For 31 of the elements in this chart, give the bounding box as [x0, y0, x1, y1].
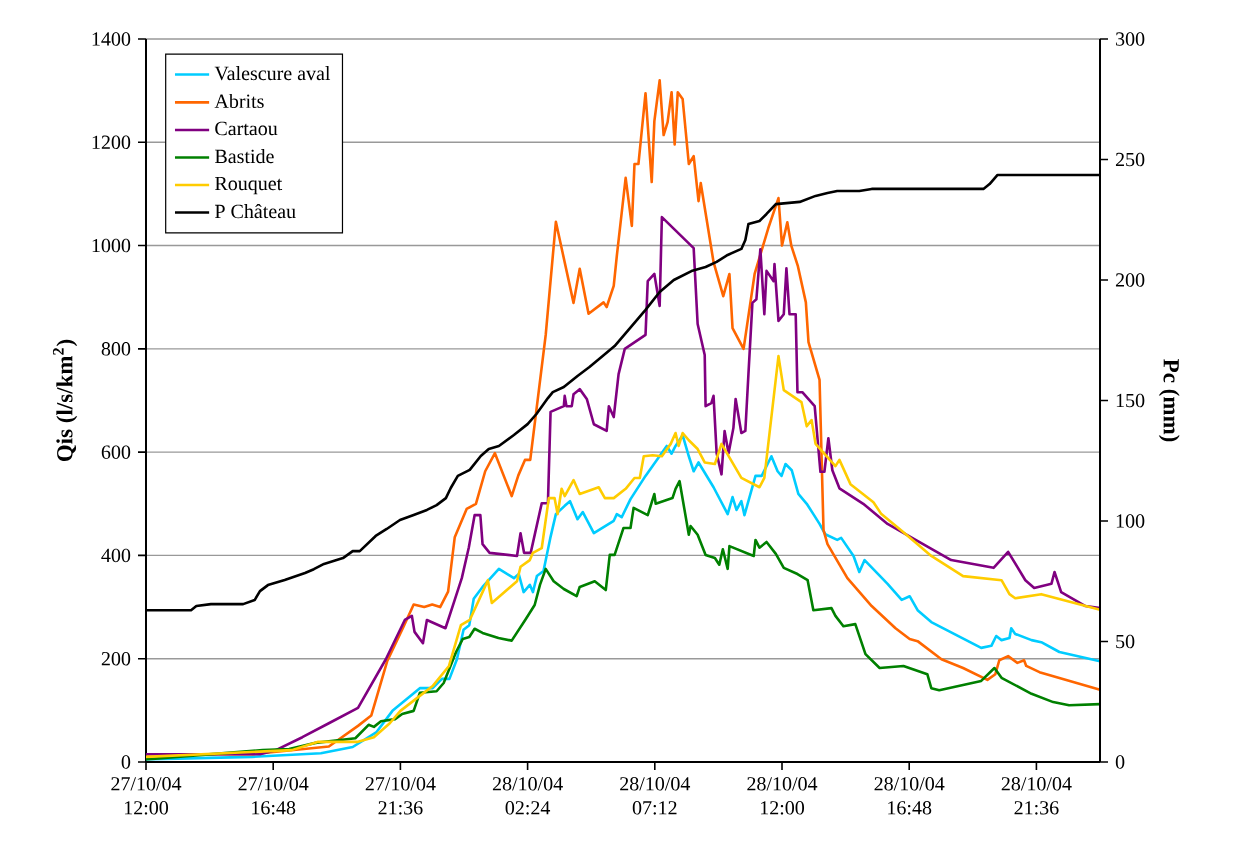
x-tick-label: 28/10/04 12:00	[747, 777, 818, 815]
x-tick-label: 28/10/04 02:24	[492, 777, 563, 815]
y-tick-label: 200	[101, 651, 131, 666]
legend-label: Rouquet	[214, 176, 283, 195]
x-tick-label: 27/10/04 12:00	[111, 777, 182, 815]
y2-tick-label: 100	[1116, 514, 1145, 528]
y-tick-label: 400	[101, 548, 131, 563]
legend-label: P Château	[214, 204, 296, 219]
y-tick-label: 0	[121, 755, 131, 769]
y-tick-label: 600	[101, 445, 131, 459]
y2-tick-label: 300	[1116, 32, 1145, 46]
y2-tick-label: 150	[1116, 393, 1145, 408]
legend-label: Bastide	[214, 149, 274, 164]
y2-tick-label: 250	[1115, 152, 1145, 167]
y-tick-label: 1400	[92, 32, 131, 46]
x-tick-label: 28/10/04 16:48	[874, 777, 945, 815]
y-tick-label: 1200	[92, 135, 131, 150]
y-axis-title: Qis (l/s/km$^{2}$)	[52, 339, 78, 462]
y-tick-label: 1000	[92, 238, 131, 253]
y-tick-label: 800	[101, 342, 131, 356]
legend-label: Cartaou	[215, 121, 278, 136]
y2-tick-label: 0	[1115, 755, 1125, 769]
legend-label: Abrits	[214, 93, 264, 109]
y2-tick-label: 200	[1115, 273, 1145, 287]
x-tick-label: 27/10/04 21:36	[365, 777, 436, 815]
x-tick-label: 28/10/04 21:36	[1001, 777, 1072, 815]
y2-tick-label: 50	[1116, 634, 1135, 649]
y2-axis-title: Pc (mm)	[1158, 359, 1180, 442]
x-tick-label: 27/10/04 16:48	[238, 777, 309, 815]
x-tick-label: 28/10/04 07:12	[620, 777, 691, 815]
legend-label: Valescure aval	[214, 66, 331, 81]
